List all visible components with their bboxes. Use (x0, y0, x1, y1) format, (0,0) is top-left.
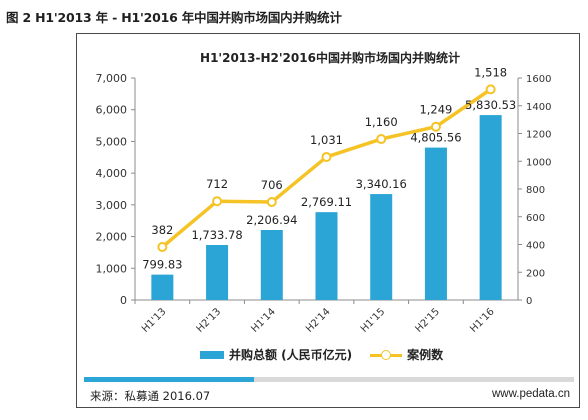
bar-data-label: 1,733.78 (191, 228, 242, 242)
case-count-point (430, 121, 441, 132)
x-axis-category-label: H1'14 (249, 306, 278, 335)
chart-legend: 并购总额 (人民币亿元) 案例数 (200, 346, 443, 363)
bar-data-label: 2,206.94 (246, 213, 297, 227)
bar-amount (260, 230, 283, 300)
chart-frame (76, 33, 580, 408)
line-data-label: 1,249 (419, 103, 452, 117)
bar-data-label: 799.83 (142, 258, 182, 272)
right-axis-tick-label: 600 (526, 213, 545, 224)
right-axis-tick-label: 200 (526, 268, 545, 279)
bar-data-label: 2,769.11 (301, 195, 352, 209)
left-axis-tick-label: 0 (120, 294, 127, 307)
bar-amount (206, 245, 229, 300)
left-axis-tick-label: 3,000 (96, 199, 128, 212)
right-axis-tick-label: 1600 (526, 74, 551, 85)
x-axis-category-label: H2'15 (414, 306, 443, 335)
x-axis-category-label: H2'13 (195, 306, 224, 335)
legend-swatch-line-icon (370, 349, 403, 360)
case-count-point (212, 196, 223, 207)
figure-title: 图 2 H1'2013 年 - H1'2016 年中国并购市场国内并购统计 (6, 10, 342, 25)
bar-data-label: 5,830.53 (465, 98, 516, 112)
bar-amount (315, 212, 338, 300)
case-count-point (485, 84, 496, 95)
right-axis-tick-label: 1200 (526, 130, 551, 141)
bar-amount (151, 274, 174, 300)
x-axis-category-label: H2'14 (304, 306, 333, 335)
legend-item-cases: 案例数 (370, 346, 443, 363)
line-data-label: 706 (261, 178, 283, 192)
left-axis-tick-label: 4,000 (96, 167, 128, 180)
left-axis-tick-label: 1,000 (96, 262, 128, 275)
chart-title: H1'2013-H2'2016中国并购市场国内并购统计 (200, 50, 460, 65)
decorative-progress-strip (84, 377, 574, 382)
left-axis-tick-label: 7,000 (96, 72, 128, 85)
footer-source: 来源：私募通 2016.07 (90, 389, 211, 403)
right-axis-tick-label: 1000 (526, 157, 551, 168)
line-data-label: 1,031 (310, 133, 343, 147)
right-axis-tick-label: 1400 (526, 102, 551, 113)
right-axis-tick-label: 0 (526, 296, 532, 307)
x-axis-category-label: H1'13 (140, 306, 169, 335)
right-axis-tick-label: 400 (526, 241, 545, 252)
case-count-point (321, 151, 332, 162)
case-count-point (376, 134, 387, 145)
left-axis-tick-label: 5,000 (96, 135, 128, 148)
right-axis-tick-label: 800 (526, 185, 545, 196)
legend-item-amount: 并购总额 (人民币亿元) (200, 346, 352, 363)
left-axis-tick-label: 6,000 (96, 104, 128, 117)
case-count-point (266, 197, 277, 208)
line-data-label: 712 (206, 177, 228, 191)
line-data-label: 382 (151, 223, 173, 237)
bar-data-label: 4,805.56 (410, 131, 461, 145)
bar-amount (479, 115, 502, 301)
x-axis-category-label: H1'15 (359, 306, 388, 335)
footer-url: www.pedata.cn (492, 388, 570, 400)
decorative-progress-strip-fill (84, 377, 254, 382)
left-axis-tick-label: 2,000 (96, 231, 128, 244)
x-axis-category-label: H1'16 (468, 306, 497, 335)
line-data-label: 1,518 (474, 65, 507, 79)
legend-swatch-bar-icon (200, 350, 224, 359)
bar-amount (424, 147, 447, 300)
legend-label-cases: 案例数 (407, 348, 444, 362)
line-data-label: 1,160 (365, 115, 398, 129)
legend-label-amount: 并购总额 (人民币亿元) (229, 348, 353, 362)
bar-amount (370, 194, 393, 300)
bar-data-label: 3,340.16 (356, 177, 407, 191)
case-count-point (157, 241, 168, 252)
